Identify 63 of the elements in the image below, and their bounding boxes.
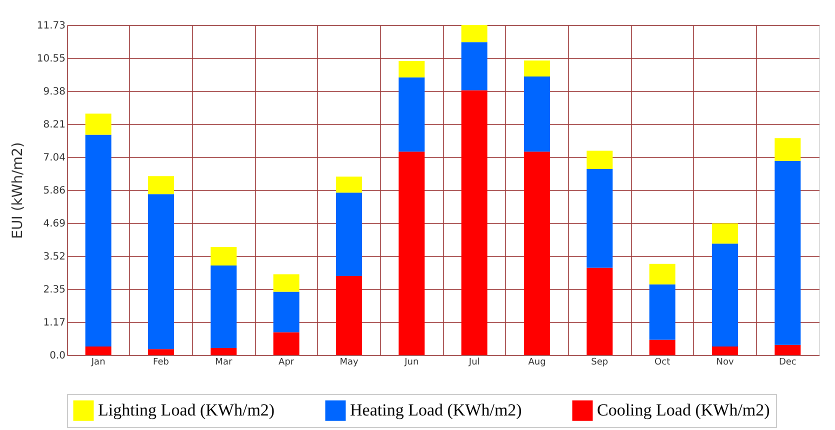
bar	[273, 292, 300, 332]
bar	[586, 169, 613, 268]
bar	[774, 138, 801, 161]
y-tick-label: 7.04	[43, 152, 66, 164]
bar	[210, 348, 237, 355]
y-tick-label: 0.0	[50, 350, 66, 362]
bar	[148, 194, 174, 350]
bar	[524, 60, 550, 76]
x-tick-label: May	[340, 358, 359, 368]
x-tick-label: Nov	[716, 358, 734, 368]
bar	[336, 176, 362, 193]
bar	[210, 246, 237, 266]
y-tick-label: 3.52	[43, 251, 66, 262]
x-tick-label: Sep	[591, 358, 608, 368]
bar	[398, 77, 425, 152]
y-tick-label: 10.55	[36, 54, 66, 65]
bar	[85, 134, 112, 347]
bar	[336, 276, 362, 355]
bar	[85, 114, 112, 135]
x-tick-label: Jun	[404, 358, 419, 368]
x-tick-label: Jan	[90, 358, 106, 368]
bar	[712, 346, 738, 355]
bar	[461, 25, 488, 42]
bar	[649, 284, 676, 340]
bar	[210, 266, 237, 348]
bar	[398, 152, 425, 355]
bar	[148, 176, 174, 194]
bar	[649, 340, 676, 355]
bar	[85, 346, 112, 355]
bar	[586, 150, 613, 170]
y-tick-label: 4.69	[43, 218, 66, 230]
y-tick-label: 8.21	[43, 120, 66, 131]
bar	[148, 349, 174, 355]
x-tick-label: Oct	[654, 358, 671, 368]
legend-label: Cooling Load (KWh/m2)	[597, 400, 770, 420]
x-tick-label: Aug	[528, 358, 546, 368]
bar	[336, 192, 362, 276]
x-tick-label: Dec	[778, 358, 796, 368]
bar	[398, 61, 425, 78]
bar	[524, 152, 550, 355]
x-tick-label: Jul	[468, 358, 480, 368]
x-tick-label: Feb	[153, 358, 170, 368]
y-axis-title: EUI (kWh/m2)	[10, 142, 26, 239]
x-tick-label: Apr	[278, 358, 294, 368]
bar	[649, 264, 676, 284]
x-tick-label: Mar	[215, 358, 232, 368]
y-tick-label: 2.35	[43, 284, 66, 296]
bar	[774, 344, 801, 355]
bar	[461, 42, 488, 90]
bar	[712, 244, 738, 347]
bar	[273, 274, 300, 292]
y-tick-label: 5.86	[43, 186, 66, 197]
bar	[524, 76, 550, 152]
y-tick-label: 11.73	[36, 20, 66, 32]
bar	[586, 268, 613, 355]
legend-label: Lighting Load (KWh/m2)	[98, 400, 275, 420]
bar	[774, 160, 801, 345]
bar	[461, 90, 488, 355]
y-tick-label: 9.38	[43, 86, 66, 98]
legend-label: Heating Load (KWh/m2)	[350, 400, 522, 420]
bar	[273, 332, 300, 355]
y-tick-label: 1.17	[43, 318, 66, 329]
bar	[712, 223, 738, 244]
